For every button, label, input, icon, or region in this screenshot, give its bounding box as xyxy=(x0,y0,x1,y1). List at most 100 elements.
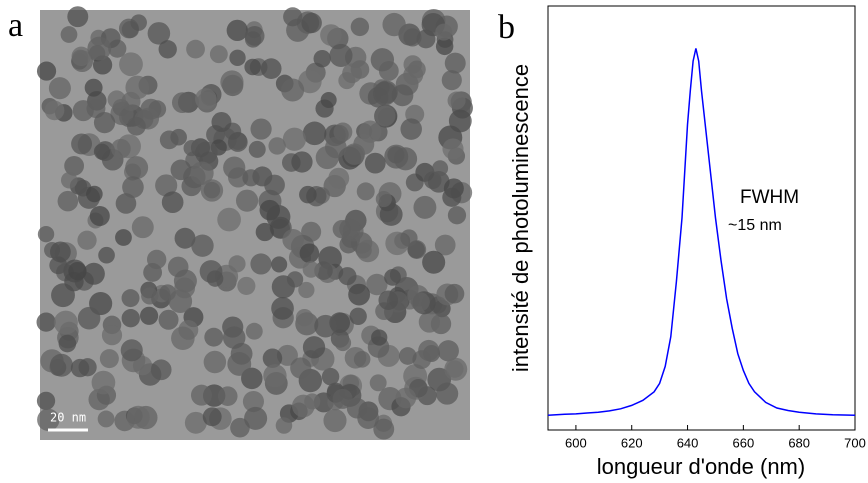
nanoparticle xyxy=(155,174,178,197)
nanoparticle xyxy=(412,350,432,369)
nanoparticle xyxy=(448,109,472,133)
nanoparticle xyxy=(171,326,195,351)
x-tick-label: 700 xyxy=(844,435,866,450)
nanoparticle xyxy=(93,111,116,134)
nanoparticle xyxy=(171,92,193,113)
nanoparticle xyxy=(57,190,79,212)
nanoparticle xyxy=(250,253,272,275)
nanoparticle xyxy=(373,81,397,106)
nanoparticle xyxy=(328,167,350,189)
nanoparticle xyxy=(338,267,357,286)
nanoparticle xyxy=(282,127,307,151)
nanoparticle xyxy=(282,229,304,251)
nanoparticle xyxy=(343,143,366,165)
nanoparticle xyxy=(121,309,140,328)
nanoparticle xyxy=(356,239,380,263)
nanoparticle xyxy=(60,26,78,43)
nanoparticle xyxy=(226,19,248,42)
nanoparticle xyxy=(53,310,78,335)
nanoparticle xyxy=(186,39,205,59)
nanoparticle xyxy=(248,140,266,158)
annotation: FWHM xyxy=(740,187,799,208)
x-tick-label: 640 xyxy=(677,435,699,450)
nanoparticle xyxy=(86,185,103,203)
nanoparticle xyxy=(413,195,437,219)
nanoparticle xyxy=(348,283,371,306)
nanoparticle xyxy=(259,199,281,221)
nanoparticle xyxy=(435,23,453,41)
nanoparticle xyxy=(342,63,363,84)
nanoparticle xyxy=(77,230,97,250)
nanoparticle xyxy=(286,271,304,288)
nanoparticle xyxy=(290,357,312,379)
nanoparticle xyxy=(271,256,288,273)
nanoparticle xyxy=(37,408,60,431)
nanoparticle xyxy=(211,112,232,133)
nanoparticle xyxy=(295,309,314,327)
nanoparticle xyxy=(223,156,246,179)
nanoparticle xyxy=(131,216,154,239)
nanoparticle xyxy=(190,161,214,185)
nanoparticle xyxy=(275,417,293,434)
nanoparticle xyxy=(147,22,171,45)
nanoparticle xyxy=(250,118,272,140)
nanoparticle xyxy=(174,227,196,249)
nanoparticle xyxy=(321,367,340,386)
nanoparticle xyxy=(442,187,462,207)
nanoparticle xyxy=(447,91,466,110)
nanoparticle xyxy=(268,137,286,155)
nanoparticle xyxy=(48,77,71,100)
nanoparticle xyxy=(158,40,177,59)
nanoparticle xyxy=(244,406,268,430)
nanoparticle xyxy=(410,292,430,312)
nanoparticle xyxy=(70,358,90,378)
nanoparticle xyxy=(146,249,167,270)
nanoparticle xyxy=(204,327,224,347)
nanoparticle xyxy=(283,7,303,27)
nanoparticle xyxy=(50,241,71,263)
nanoparticle xyxy=(364,152,386,174)
nanoparticle xyxy=(49,353,73,377)
nanoparticle xyxy=(291,151,313,173)
nanoparticle xyxy=(190,384,213,406)
nanoparticle xyxy=(298,69,322,94)
nanoparticle xyxy=(98,246,115,264)
nanoparticle xyxy=(332,220,351,239)
nanoparticle xyxy=(110,101,134,126)
nanoparticle xyxy=(349,307,367,325)
nanoparticle xyxy=(423,171,442,190)
nanoparticle xyxy=(255,222,274,242)
nanoparticle xyxy=(229,49,246,67)
nanoparticle xyxy=(346,397,368,419)
nanoparticle xyxy=(36,391,56,411)
nanoparticle xyxy=(378,60,399,81)
nanoparticle xyxy=(91,370,116,395)
nanoparticle xyxy=(71,133,93,155)
nanoparticle xyxy=(442,138,464,160)
nanoparticle xyxy=(422,250,446,274)
nanoparticle xyxy=(119,52,143,77)
nanoparticle xyxy=(174,277,196,299)
nanoparticle xyxy=(281,78,305,102)
nanoparticle xyxy=(58,334,77,353)
nanoparticle xyxy=(302,261,320,278)
nanoparticle xyxy=(400,229,418,247)
nanoparticle xyxy=(161,191,184,214)
nanoparticle xyxy=(323,408,347,433)
nanoparticle xyxy=(125,156,149,180)
nanoparticle xyxy=(242,390,264,413)
nanoparticle xyxy=(436,382,459,405)
nanoparticle xyxy=(314,261,333,280)
tem-image xyxy=(36,6,473,440)
nanoparticle xyxy=(302,336,326,359)
annotation: ~15 nm xyxy=(728,217,782,234)
nanoparticle xyxy=(141,287,159,305)
nanoparticle xyxy=(378,290,399,311)
nanoparticle xyxy=(403,28,422,47)
nanoparticle xyxy=(203,350,227,374)
x-tick-label: 660 xyxy=(733,435,755,450)
nanoparticle xyxy=(217,207,241,232)
nanoparticle xyxy=(195,88,217,110)
